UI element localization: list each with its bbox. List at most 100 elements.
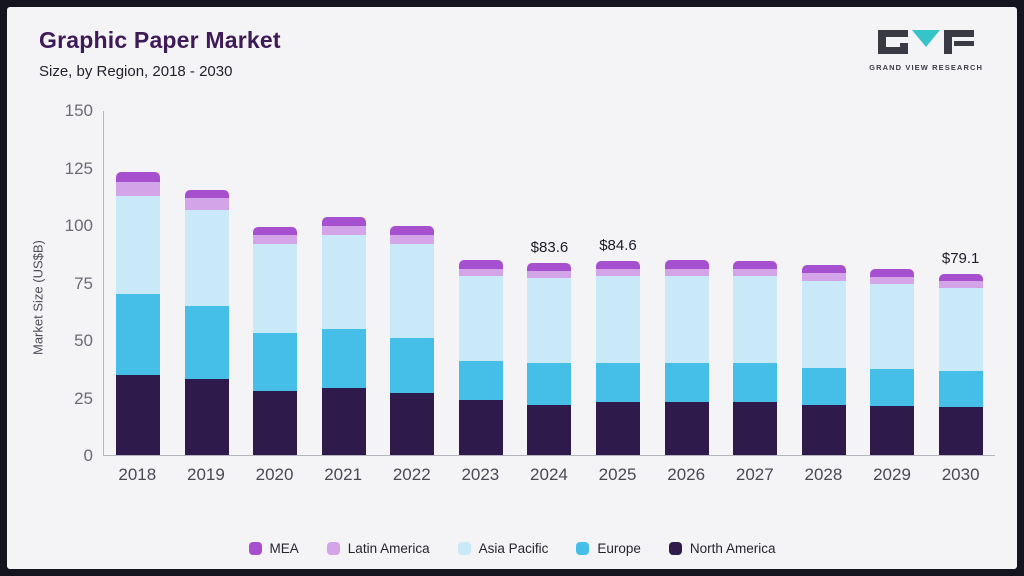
segment-asia-pacific	[458, 276, 503, 361]
segment-latin-america	[321, 225, 366, 235]
y-tick-label: 75	[74, 273, 93, 293]
segment-north-america	[184, 379, 229, 455]
segment-north-america	[321, 388, 366, 455]
legend-item-mea: MEA	[248, 541, 299, 556]
x-tick-label: 2025	[598, 465, 637, 484]
chart-area: Market Size (US$B) 0 25 50 75 100 125 150 $83.…	[25, 101, 995, 485]
bar-column-2018	[104, 111, 173, 455]
y-tick-label: 50	[74, 331, 93, 350]
segment-europe	[390, 338, 435, 394]
stacked-bar	[321, 216, 366, 456]
segment-asia-pacific	[116, 195, 161, 295]
gvr-logo-icon	[878, 30, 975, 54]
segment-latin-america	[527, 271, 572, 279]
segment-europe	[527, 363, 572, 405]
bar-value-annotation: $79.1	[941, 249, 980, 267]
segment-europe	[664, 363, 709, 403]
x-tick-label: 2029	[873, 465, 911, 484]
segment-mea	[253, 226, 298, 235]
segment-latin-america	[595, 269, 640, 277]
bar-column-2026	[652, 111, 721, 455]
grand-view-research-logo: GRAND VIEW RESEARCH	[869, 29, 983, 72]
bar-column-2021	[310, 111, 379, 455]
segment-latin-america	[664, 269, 709, 277]
segment-north-america	[938, 406, 983, 455]
segment-mea	[801, 264, 846, 273]
stacked-bar	[390, 225, 435, 455]
legend-label: MEA	[269, 541, 299, 556]
bar-column-2024: $83.6	[515, 111, 584, 455]
legend-swatch	[457, 542, 471, 555]
segment-mea	[527, 263, 572, 272]
y-tick-label: 100	[64, 216, 93, 235]
segment-europe	[733, 363, 778, 403]
header: Graphic Paper Market Size, by Region, 20…	[7, 7, 1017, 80]
segment-asia-pacific	[733, 276, 778, 364]
segment-latin-america	[938, 281, 983, 288]
x-axis: 2018 2019 2020 2021 2022 2023 2024 2025 2026 2027…	[103, 456, 995, 485]
bar-value-annotation: $84.6	[599, 236, 637, 254]
x-tick-label: 2020	[255, 465, 294, 484]
stacked-bar	[664, 260, 709, 455]
y-tick-label: 125	[64, 158, 93, 178]
segment-asia-pacific	[321, 234, 366, 329]
plot-column: $83.6 $84.6 $79.1 2018 2019 2020 2021 2022 2023…	[103, 111, 995, 485]
segment-north-america	[595, 402, 640, 455]
x-tick-label: 2023	[461, 465, 500, 484]
segment-europe	[184, 305, 229, 380]
bar-column-2023	[447, 111, 516, 455]
segment-mea	[733, 261, 778, 270]
segment-latin-america	[184, 198, 229, 210]
stacked-bar	[184, 190, 229, 455]
segment-europe	[253, 333, 298, 391]
segment-north-america	[116, 374, 161, 455]
segment-north-america	[390, 393, 435, 455]
segment-asia-pacific	[870, 284, 915, 369]
legend-label: Latin America	[347, 541, 430, 556]
x-tick-label: 2018	[118, 465, 157, 484]
heading-block: Graphic Paper Market Size, by Region, 20…	[39, 27, 281, 80]
legend-item-europe: Europe	[576, 541, 641, 556]
y-axis: 0 25 50 75 100 125 150	[51, 101, 103, 465]
legend-label: North America	[689, 541, 776, 556]
y-tick-label: 0	[83, 446, 93, 465]
legend-swatch	[576, 542, 590, 555]
x-tick-label: 2024	[530, 465, 568, 484]
legend-item-north-america: North America	[668, 541, 776, 556]
segment-north-america	[527, 404, 572, 455]
segment-europe	[938, 371, 983, 407]
segment-asia-pacific	[664, 276, 709, 364]
chart-title: Graphic Paper Market	[39, 27, 281, 53]
x-tick-label: 2026	[667, 465, 706, 484]
bar-column-2029	[858, 111, 927, 455]
segment-latin-america	[733, 269, 778, 277]
x-tick-label: 2027	[735, 465, 774, 484]
segment-europe	[458, 360, 503, 400]
legend-item-latin-america: Latin America	[326, 541, 430, 556]
segment-north-america	[733, 402, 778, 455]
segment-latin-america	[458, 269, 503, 277]
segment-latin-america	[870, 277, 915, 285]
segment-europe	[870, 368, 915, 406]
segment-mea	[116, 171, 161, 183]
segment-europe	[801, 367, 846, 405]
stacked-bar	[938, 273, 983, 455]
legend-swatch	[248, 542, 262, 555]
logo-wordmark: GRAND VIEW RESEARCH	[869, 63, 983, 72]
x-tick-label: 2028	[804, 465, 843, 484]
stacked-bar	[733, 261, 778, 455]
stacked-bar	[801, 264, 846, 455]
y-tick-label: 25	[74, 388, 93, 408]
stacked-bar	[527, 263, 572, 455]
segment-mea	[664, 260, 709, 270]
segment-asia-pacific	[527, 278, 572, 364]
segment-mea	[938, 273, 983, 282]
segment-asia-pacific	[801, 280, 846, 368]
segment-mea	[321, 216, 366, 226]
segment-mea	[870, 269, 915, 278]
x-tick-label: 2019	[187, 465, 225, 484]
segment-north-america	[458, 399, 503, 455]
legend-label: Asia Pacific	[478, 541, 549, 556]
segment-north-america	[253, 390, 298, 455]
bar-column-2030: $79.1	[926, 111, 995, 455]
